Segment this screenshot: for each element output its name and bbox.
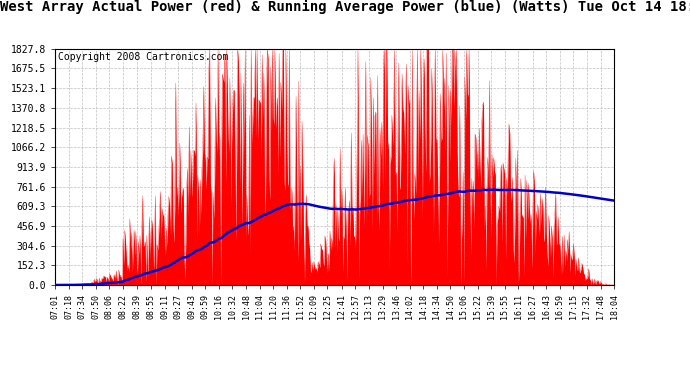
Text: Copyright 2008 Cartronics.com: Copyright 2008 Cartronics.com xyxy=(58,52,228,62)
Text: West Array Actual Power (red) & Running Average Power (blue) (Watts) Tue Oct 14 : West Array Actual Power (red) & Running … xyxy=(0,0,690,14)
